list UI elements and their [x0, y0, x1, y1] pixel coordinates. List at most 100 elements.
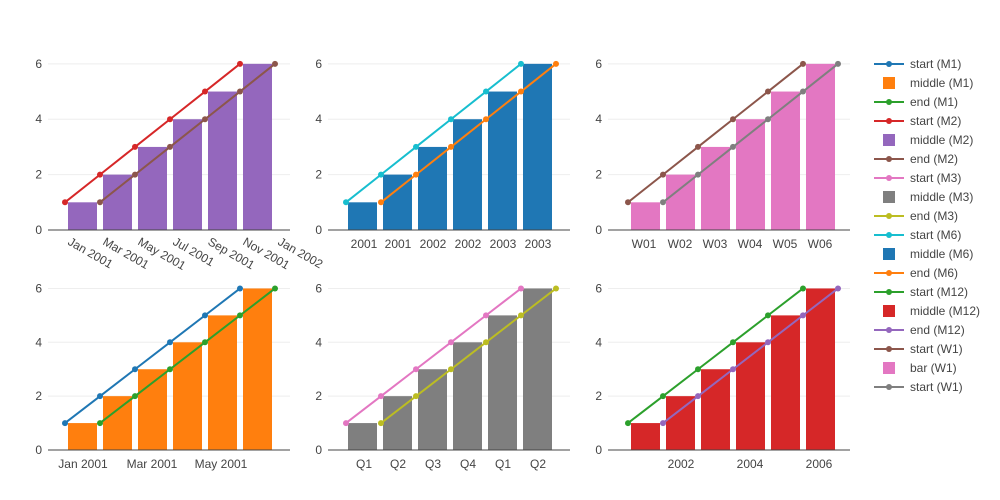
series-point — [730, 116, 736, 123]
y-tick-label: 4 — [595, 112, 602, 126]
bar — [736, 119, 765, 230]
y-tick-label: 4 — [315, 112, 322, 126]
bar — [488, 315, 517, 450]
legend-item[interactable]: end (M2) — [874, 152, 958, 166]
y-tick-label: 0 — [315, 443, 322, 457]
legend-item[interactable]: middle (M3) — [883, 190, 973, 204]
legend-marker — [886, 346, 892, 352]
legend-item[interactable]: end (M12) — [874, 323, 965, 337]
series-line — [99, 287, 276, 424]
x-tick-label: Mar 2001 — [127, 457, 178, 471]
series-point — [378, 171, 384, 178]
series-point — [272, 60, 278, 67]
series-point — [765, 339, 771, 346]
legend-marker — [886, 327, 892, 333]
legend-label: start (M12) — [910, 285, 968, 299]
legend-bar-swatch — [883, 191, 895, 203]
bar — [806, 288, 835, 450]
series-point — [800, 285, 806, 292]
legend-label: start (W1) — [910, 380, 963, 394]
y-tick-label: 4 — [35, 112, 42, 126]
series-point — [448, 143, 454, 150]
legend-bar-swatch — [883, 305, 895, 317]
x-tick-label: May 2001 — [195, 457, 248, 471]
legend-item[interactable]: start (W1) — [874, 342, 963, 356]
series-line — [627, 63, 804, 204]
y-tick-label: 2 — [315, 389, 322, 403]
series-point — [167, 143, 173, 150]
series-point — [237, 60, 243, 67]
legend-item[interactable]: middle (M1) — [883, 76, 973, 90]
legend-item[interactable]: start (M6) — [874, 228, 961, 242]
legend: start (M1) middle (M1) end (M1) start (M2) m… — [874, 57, 980, 394]
series-point — [765, 312, 771, 319]
series-point — [765, 88, 771, 95]
series-point — [202, 116, 208, 123]
series-point — [660, 393, 666, 400]
legend-label: end (M1) — [910, 95, 958, 109]
series-point — [448, 339, 454, 346]
series-point — [413, 143, 419, 150]
series-point — [765, 116, 771, 123]
legend-item[interactable]: end (M3) — [874, 209, 958, 223]
legend-label: start (M2) — [910, 114, 961, 128]
subplot-row2-col2: 0 2 4 6 Q1 Q2 Q3 Q4 Q1 Q2 — [315, 281, 570, 471]
series-point — [625, 420, 631, 427]
legend-item[interactable]: bar (W1) — [883, 361, 957, 375]
bar — [488, 91, 517, 231]
bar — [806, 63, 835, 230]
series-point — [167, 116, 173, 123]
y-tick-label: 4 — [595, 335, 602, 349]
series-point — [132, 393, 138, 400]
x-tick-label: Q3 — [425, 457, 441, 471]
series-point — [518, 88, 524, 95]
series-point — [343, 199, 349, 206]
y-tick-label: 2 — [35, 168, 42, 182]
legend-item[interactable]: end (M6) — [874, 266, 958, 280]
y-tick-label: 6 — [595, 281, 602, 295]
series-point — [97, 393, 103, 400]
series-point — [378, 393, 384, 400]
legend-marker — [886, 270, 892, 276]
bar — [666, 396, 695, 450]
legend-marker — [886, 213, 892, 219]
series-point — [483, 88, 489, 95]
series-point — [518, 60, 524, 67]
legend-item[interactable]: middle (M12) — [883, 304, 980, 318]
series-point — [660, 199, 666, 206]
x-tick-label: W02 — [668, 237, 693, 251]
series-line — [662, 63, 839, 204]
x-tick-label: 2001 — [351, 237, 378, 251]
legend-label: bar (W1) — [910, 361, 957, 375]
y-tick-label: 6 — [35, 281, 42, 295]
legend-item[interactable]: start (M3) — [874, 171, 961, 185]
series-line — [380, 63, 557, 204]
bar — [701, 369, 730, 450]
series-point — [132, 143, 138, 150]
series-line — [345, 287, 522, 424]
bar — [701, 146, 730, 230]
legend-item[interactable]: start (M12) — [874, 285, 968, 299]
series-point — [272, 285, 278, 292]
series-point — [625, 199, 631, 206]
legend-item[interactable]: start (W1) — [874, 380, 963, 394]
series-point — [378, 420, 384, 427]
bar — [173, 342, 202, 450]
series-point — [413, 366, 419, 373]
legend-item[interactable]: middle (M6) — [883, 247, 973, 261]
series-point — [800, 312, 806, 319]
series-point — [237, 88, 243, 95]
legend-item[interactable]: end (M1) — [874, 95, 958, 109]
legend-item[interactable]: middle (M2) — [883, 133, 973, 147]
y-tick-label: 4 — [35, 335, 42, 349]
legend-item[interactable]: start (M1) — [874, 57, 961, 71]
legend-item[interactable]: start (M2) — [874, 114, 961, 128]
legend-label: middle (M6) — [910, 247, 973, 261]
y-tick-label: 2 — [315, 168, 322, 182]
series-line — [627, 287, 804, 424]
x-tick-label: 2002 — [455, 237, 482, 251]
series-point — [97, 171, 103, 178]
bar — [383, 396, 412, 450]
y-tick-label: 0 — [35, 443, 42, 457]
